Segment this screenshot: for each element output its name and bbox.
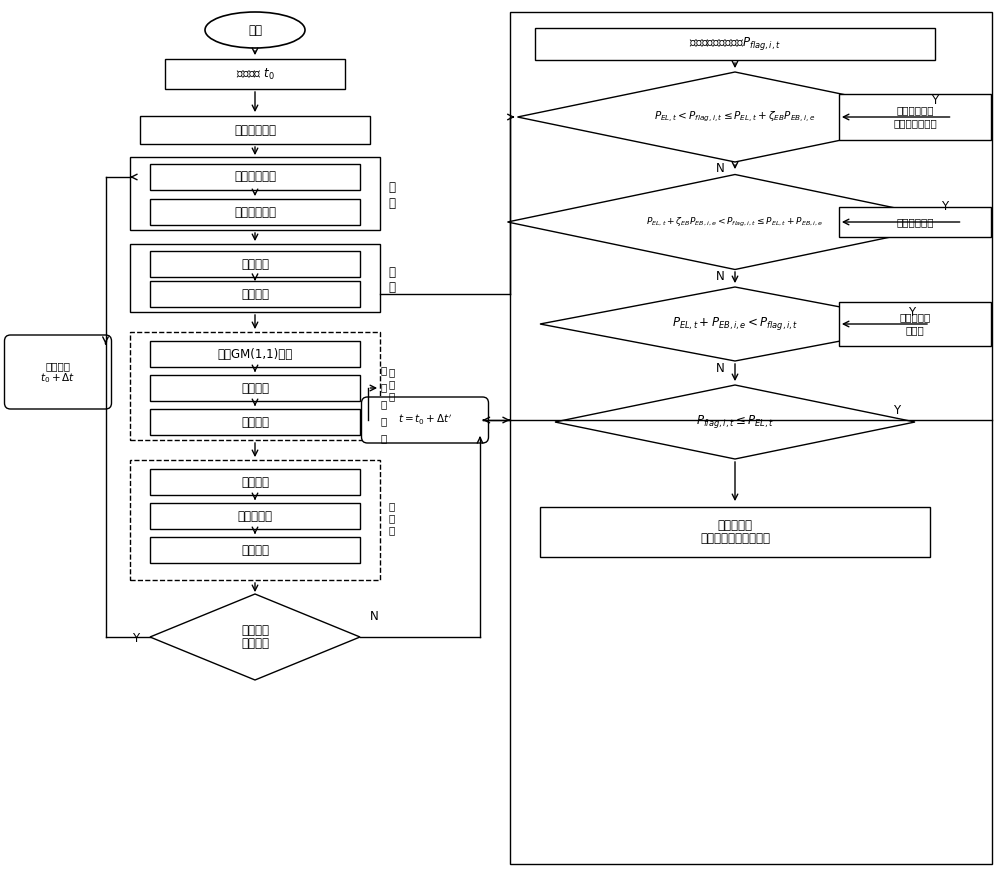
Text: Y: Y	[941, 200, 948, 212]
Text: 设备调整: 设备调整	[241, 543, 269, 557]
Ellipse shape	[205, 12, 305, 48]
Text: Y: Y	[132, 632, 140, 646]
Polygon shape	[507, 175, 962, 269]
FancyBboxPatch shape	[130, 332, 380, 440]
Text: 反: 反	[380, 382, 387, 392]
Text: 优: 优	[388, 266, 396, 278]
FancyBboxPatch shape	[839, 207, 991, 237]
FancyBboxPatch shape	[150, 199, 360, 225]
FancyBboxPatch shape	[535, 28, 935, 60]
Text: 校正量约束: 校正量约束	[238, 509, 272, 523]
FancyBboxPatch shape	[510, 12, 992, 864]
FancyBboxPatch shape	[150, 469, 360, 495]
Text: $P_{EL,t}+P_{EB,i,e}<P_{flag,i,t}$: $P_{EL,t}+P_{EB,i,e}<P_{flag,i,t}$	[672, 316, 798, 333]
Text: $t=t_0+\Delta t'$: $t=t_0+\Delta t'$	[398, 413, 452, 427]
Text: 灰色GM(1,1)建模: 灰色GM(1,1)建模	[217, 348, 293, 360]
FancyBboxPatch shape	[130, 244, 380, 312]
FancyBboxPatch shape	[140, 116, 370, 144]
Text: 预: 预	[388, 181, 396, 194]
FancyBboxPatch shape	[839, 302, 991, 346]
Text: 动态序列建模: 动态序列建模	[234, 170, 276, 184]
Text: 电储能装置: 电储能装置	[899, 312, 931, 323]
Text: Y: Y	[931, 95, 938, 108]
FancyBboxPatch shape	[839, 94, 991, 140]
Text: 修: 修	[380, 416, 387, 426]
Text: 优化目标: 优化目标	[241, 475, 269, 489]
Text: N: N	[370, 610, 378, 624]
Text: 当前时刻 $t_0$: 当前时刻 $t_0$	[236, 66, 274, 81]
Text: 一个时刻: 一个时刻	[241, 637, 269, 650]
Text: 子: 子	[389, 367, 395, 377]
FancyBboxPatch shape	[150, 251, 360, 277]
Polygon shape	[540, 287, 930, 361]
FancyBboxPatch shape	[150, 503, 360, 529]
Text: 优化目标: 优化目标	[241, 258, 269, 270]
Text: 约束条件: 约束条件	[241, 287, 269, 301]
Text: 自: 自	[380, 365, 387, 375]
Polygon shape	[555, 385, 915, 459]
FancyBboxPatch shape	[4, 335, 111, 409]
FancyBboxPatch shape	[150, 409, 360, 435]
Text: 测: 测	[389, 391, 395, 401]
FancyBboxPatch shape	[362, 397, 488, 443]
Text: N: N	[716, 162, 724, 176]
Text: 释能态与蓄热罐释能态: 释能态与蓄热罐释能态	[700, 532, 770, 545]
FancyBboxPatch shape	[150, 281, 360, 307]
Text: N: N	[716, 361, 724, 375]
Text: 正: 正	[380, 433, 387, 443]
Text: $P_{flag,i,t}\leq P_{EL,t}$: $P_{flag,i,t}\leq P_{EL,t}$	[696, 414, 774, 431]
FancyBboxPatch shape	[165, 59, 345, 89]
Text: 建立弃风启停标志：$P_{flag,i,t}$: 建立弃风启停标志：$P_{flag,i,t}$	[689, 36, 781, 53]
Text: 储能设备进入: 储能设备进入	[896, 105, 934, 115]
FancyBboxPatch shape	[130, 460, 380, 580]
Text: N: N	[716, 269, 724, 283]
Text: 数值逼近: 数值逼近	[241, 416, 269, 428]
FancyBboxPatch shape	[150, 341, 360, 367]
Text: 开始: 开始	[248, 23, 262, 37]
Polygon shape	[150, 594, 360, 680]
Text: Y: Y	[908, 305, 916, 318]
Text: 蓄热罐储热态: 蓄热罐储热态	[896, 217, 934, 227]
FancyBboxPatch shape	[150, 375, 360, 401]
FancyBboxPatch shape	[540, 507, 930, 557]
Text: 修: 修	[389, 513, 395, 523]
Text: 化: 化	[388, 282, 396, 294]
FancyBboxPatch shape	[130, 157, 380, 230]
Text: 电储能装置: 电储能装置	[718, 519, 753, 532]
Text: 下个时刻: 下个时刻	[45, 361, 70, 371]
Text: 馈: 馈	[380, 399, 387, 409]
Text: 是否到下: 是否到下	[241, 624, 269, 637]
Text: 卡曼滤波预测: 卡曼滤波预测	[234, 205, 276, 219]
Text: $P_{EL,t}<P_{flag,i,t}\leq P_{EL,t}+\zeta_{EB}P_{EB,i,e}$: $P_{EL,t}<P_{flag,i,t}\leq P_{EL,t}+\zet…	[654, 110, 816, 124]
Polygon shape	[518, 72, 952, 162]
Text: 残差修正: 残差修正	[241, 382, 269, 394]
Text: 历史数据更新: 历史数据更新	[234, 123, 276, 136]
Text: $t_0+\Delta t$: $t_0+\Delta t$	[40, 371, 76, 385]
Text: $P_{EL,t}+\zeta_{EB}P_{EB,i,e}<P_{flag,i,t}\leq P_{EL,t}+P_{EB,i,e}$: $P_{EL,t}+\zeta_{EB}P_{EB,i,e}<P_{flag,i…	[646, 216, 824, 228]
Text: 子: 子	[389, 501, 395, 511]
Text: 测: 测	[388, 197, 396, 210]
Text: 预: 预	[389, 379, 395, 389]
Text: Y: Y	[893, 403, 901, 417]
Text: 正: 正	[389, 525, 395, 535]
FancyBboxPatch shape	[150, 537, 360, 563]
Text: 电锅炉直供热态: 电锅炉直供热态	[893, 119, 937, 128]
FancyBboxPatch shape	[150, 164, 360, 190]
Text: 储电态: 储电态	[906, 326, 924, 335]
